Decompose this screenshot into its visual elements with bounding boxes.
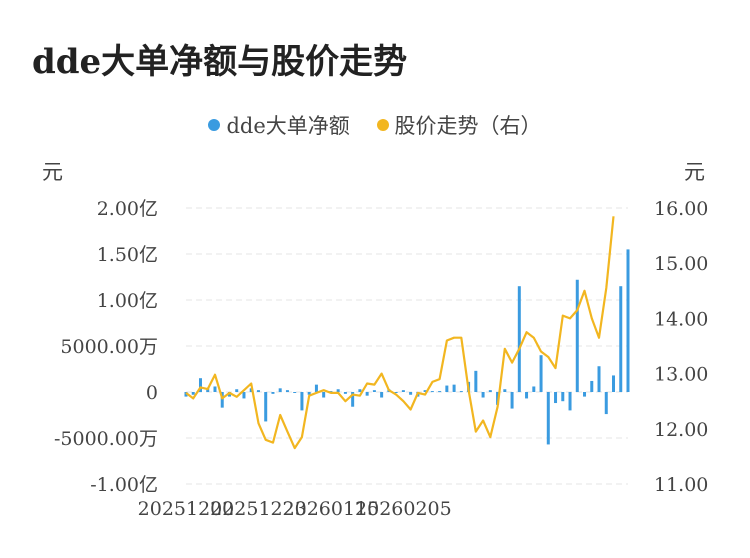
dde-bar [394, 392, 398, 393]
y-right-tick-label: 15.00 [654, 253, 708, 275]
dde-bar [372, 390, 376, 392]
y-left-tick-label: 5000.00万 [60, 336, 158, 358]
dde-bar [575, 279, 579, 392]
dde-bar [271, 392, 275, 394]
y-left-unit: 元 [42, 160, 63, 184]
x-tick-label: 20251223 [210, 498, 307, 520]
dde-bar [198, 378, 202, 392]
dde-bar [314, 384, 318, 392]
x-tick-label: 20260115 [283, 498, 380, 520]
dde-bar [568, 392, 572, 411]
dde-bar [590, 380, 594, 392]
dde-bar [488, 390, 492, 392]
y-left-tick-label: 1.00亿 [97, 290, 158, 312]
dde-bar [445, 385, 449, 392]
dde-bar [532, 386, 536, 392]
y-left-tick-label: 2.00亿 [97, 198, 158, 220]
legend: dde大单净额 股价走势（右） [0, 110, 750, 140]
dde-bar [401, 390, 405, 392]
dde-bar [278, 388, 282, 392]
y-left-tick-label: 1.50亿 [97, 244, 158, 266]
y-right-tick-label: 16.00 [654, 198, 708, 220]
dde-bar [503, 389, 507, 392]
y-right-tick-label: 13.00 [654, 364, 708, 386]
dde-bar [358, 389, 362, 392]
dde-bar [597, 366, 601, 392]
dde-bar [343, 392, 347, 394]
dde-bar [626, 249, 630, 392]
x-tick-label: 20260205 [355, 498, 452, 520]
dde-bar [264, 392, 268, 422]
legend-item-price[interactable]: 股价走势（右） [376, 110, 542, 140]
y-right-tick-label: 11.00 [654, 474, 708, 496]
y-left-tick-label: -1.00亿 [90, 474, 158, 496]
dde-bar [474, 370, 478, 392]
legend-item-dde[interactable]: dde大单净额 [208, 110, 350, 140]
dde-bar [213, 386, 217, 392]
dde-bar [409, 392, 413, 395]
dde-bar [191, 392, 195, 395]
dde-bar [351, 392, 355, 407]
chart-title: dde大单净额与股价走势 [32, 42, 408, 82]
dde-bar [423, 390, 427, 392]
dde-bar [220, 392, 224, 408]
dde-bar [329, 391, 333, 393]
x-tick-label: 20251202 [138, 498, 235, 520]
dde-bar [459, 391, 463, 393]
dde-bar [184, 392, 188, 397]
dde-bar [380, 392, 384, 398]
dde-bar [285, 390, 289, 392]
dde-bar [235, 389, 239, 392]
dde-bar [452, 384, 456, 392]
dde-bar [619, 286, 623, 392]
dde-bar [336, 389, 340, 392]
y-left-tick-label: 0 [146, 382, 158, 404]
legend-dot-price [376, 119, 389, 131]
y-right-unit: 元 [684, 160, 705, 184]
dde-bar [561, 392, 565, 402]
y-right-tick-label: 14.00 [654, 308, 708, 330]
dde-bar [365, 392, 369, 396]
legend-label-price: 股价走势（右） [394, 114, 542, 138]
dde-bar [256, 390, 260, 392]
dde-bar [227, 392, 231, 397]
dde-bar [322, 392, 326, 398]
dde-bar [249, 388, 253, 392]
dde-bar [481, 392, 485, 398]
price-line [185, 216, 615, 450]
dde-bar [307, 392, 311, 395]
dde-bar [583, 392, 587, 397]
dde-bar [242, 392, 246, 399]
dde-bar [525, 392, 529, 399]
dde-bar [546, 392, 550, 445]
dde-bar [604, 392, 608, 415]
y-left-tick-label: -5000.00万 [54, 428, 158, 450]
dde-bar [539, 355, 543, 392]
dde-bar [293, 392, 297, 393]
dde-bar [612, 375, 616, 392]
dde-bar [517, 286, 521, 392]
dde-bar [438, 391, 442, 393]
legend-label-dde: dde大单净额 [226, 114, 350, 138]
dde-bar [510, 392, 514, 409]
dde-bar [430, 391, 434, 393]
y-right-tick-label: 12.00 [654, 419, 708, 441]
dde-bar [300, 392, 304, 411]
dde-bar [554, 392, 558, 404]
legend-dot-dde [208, 119, 221, 131]
